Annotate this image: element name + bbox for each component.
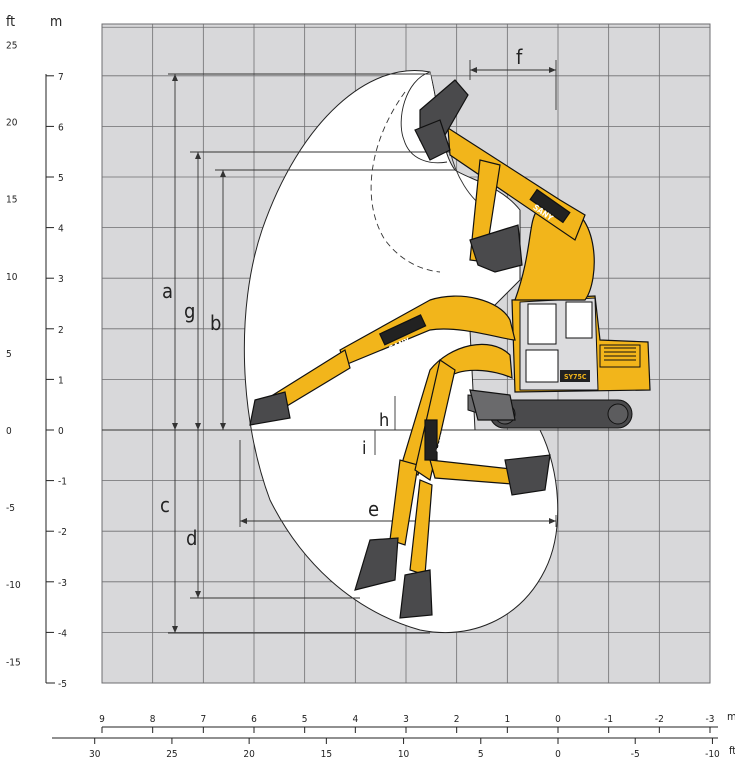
m-tick-label: -1 bbox=[58, 477, 67, 488]
ft-tick-label: 15 bbox=[6, 195, 17, 206]
bottom-m-ticks: 9 8 7 6 5 4 3 2 1 0 -1 -2 -3 bbox=[99, 714, 714, 733]
m-tick-label: -2 bbox=[58, 527, 67, 538]
bottom-m-tick-label: -2 bbox=[655, 714, 664, 725]
bottom-ft-tick-label: 15 bbox=[321, 749, 332, 760]
bottom-ft-tick-label: -10 bbox=[705, 749, 720, 760]
boom-extended bbox=[249, 295, 516, 426]
dim-label-a: a bbox=[162, 279, 173, 303]
boom-raised bbox=[414, 79, 595, 301]
ft-tick-label: -15 bbox=[6, 657, 21, 668]
bottom-ft-tick-label: 10 bbox=[398, 749, 410, 760]
m-tick-label: -5 bbox=[58, 679, 67, 690]
boom-digging bbox=[354, 343, 551, 619]
dim-label-g: g bbox=[184, 299, 195, 323]
bottom-ft-unit-label: ft bbox=[729, 744, 735, 757]
bottom-m-tick-label: 8 bbox=[150, 714, 156, 725]
bottom-ft-tick-label: 30 bbox=[89, 749, 101, 760]
ft-tick-label: 25 bbox=[6, 40, 17, 51]
bottom-m-tick-label: 7 bbox=[200, 714, 206, 725]
bottom-m-tick-label: 4 bbox=[352, 714, 358, 725]
m-tick-label: 3 bbox=[58, 274, 64, 285]
dim-label-f: f bbox=[516, 45, 523, 69]
bottom-m-tick-label: 5 bbox=[302, 714, 308, 725]
bottom-ft-tick-label: 0 bbox=[555, 749, 561, 760]
m-tick-label: 7 bbox=[58, 72, 64, 83]
bottom-m-tick-label: 6 bbox=[251, 714, 257, 725]
ft-tick-label: 0 bbox=[6, 426, 12, 437]
excavator-upper-structure bbox=[511, 295, 651, 393]
bottom-ft-ticks: 30 25 20 15 10 5 0 -5 -10 bbox=[89, 738, 720, 760]
dim-label-c: c bbox=[160, 493, 170, 517]
m-tick-label: 1 bbox=[58, 375, 64, 386]
m-tick-label: 5 bbox=[58, 173, 64, 184]
bottom-m-tick-label: -3 bbox=[706, 714, 715, 725]
m-tick-label: 0 bbox=[58, 426, 64, 437]
bottom-m-tick-label: 1 bbox=[504, 714, 510, 725]
left-ft-ticks: 25 20 15 10 5 0 -5 -10 -15 bbox=[6, 40, 21, 668]
ft-tick-label: 10 bbox=[6, 272, 18, 283]
dimension-arrows bbox=[172, 67, 556, 633]
ft-tick-label: 5 bbox=[6, 349, 12, 360]
bottom-m-tick-label: 0 bbox=[555, 714, 561, 725]
m-tick-label: -3 bbox=[58, 578, 67, 589]
dim-label-h: h bbox=[379, 410, 389, 431]
bottom-m-tick-label: 9 bbox=[99, 714, 105, 725]
bottom-ft-tick-label: 20 bbox=[243, 749, 255, 760]
dim-label-b: b bbox=[210, 311, 221, 335]
left-m-ticks: 7 6 5 4 3 2 1 0 -1 -2 -3 -4 -5 bbox=[46, 72, 67, 690]
bottom-m-unit-label: m bbox=[727, 710, 735, 723]
dim-label-d: d bbox=[186, 526, 197, 550]
dim-label-e: e bbox=[368, 497, 379, 521]
m-tick-label: 2 bbox=[58, 325, 64, 336]
bottom-ft-tick-label: -5 bbox=[631, 749, 640, 760]
m-tick-label: 6 bbox=[58, 122, 64, 133]
bottom-ft-tick-label: 25 bbox=[166, 749, 177, 760]
ft-tick-label: 20 bbox=[6, 118, 18, 129]
bottom-m-tick-label: 3 bbox=[403, 714, 409, 725]
m-tick-label: 4 bbox=[58, 224, 64, 235]
bottom-m-tick-label: 2 bbox=[454, 714, 460, 725]
bottom-m-tick-label: -1 bbox=[604, 714, 613, 725]
ft-tick-label: -10 bbox=[6, 580, 21, 591]
m-tick-label: -4 bbox=[58, 628, 67, 639]
ft-unit-label: ft bbox=[6, 14, 15, 30]
dimension-lines bbox=[168, 60, 557, 634]
bottom-ft-tick-label: 5 bbox=[478, 749, 484, 760]
m-unit-label: m bbox=[50, 14, 62, 30]
model-label: SY75C bbox=[564, 373, 587, 381]
ft-tick-label: -5 bbox=[6, 503, 15, 514]
dim-label-i: i bbox=[362, 438, 367, 459]
